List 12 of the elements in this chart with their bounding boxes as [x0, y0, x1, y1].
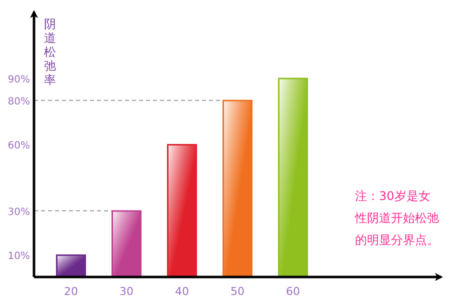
y-tick-label: 10% [8, 250, 30, 262]
y-tick-label: 30% [8, 206, 30, 218]
text: 注：30岁是女性阴道开始松弛的明显分界点。 [354, 189, 439, 247]
x-tick-label: 60 [286, 285, 300, 298]
x-tick-label: 20 [64, 285, 78, 298]
y-tick-label: 90% [8, 74, 30, 86]
x-tick-label: 40 [175, 285, 189, 298]
y-tick-label: 60% [8, 140, 30, 152]
y-tick-label: 80% [8, 96, 30, 108]
x-tick-label: 30 [120, 285, 134, 298]
x-tick-label: 50 [230, 285, 244, 298]
y-axis-title: 阴道松弛率 [44, 17, 56, 87]
